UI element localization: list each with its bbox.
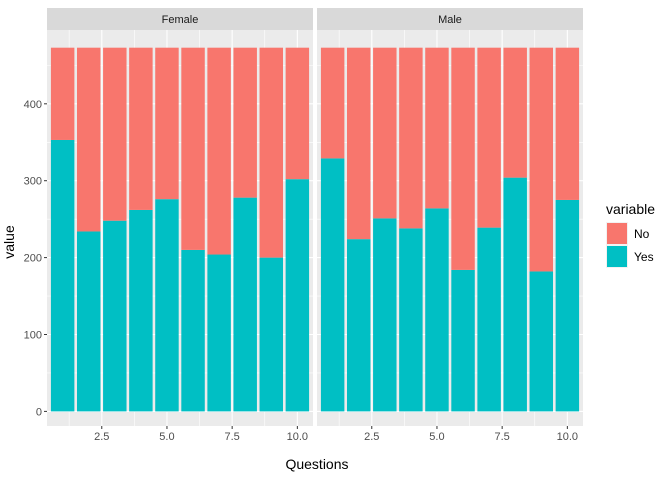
bars — [320, 47, 580, 412]
facet-strip-label: Female — [162, 14, 199, 26]
bar-yes-q3 — [103, 220, 127, 412]
legend: variable No Yes — [606, 201, 655, 268]
facet-strip — [47, 8, 313, 30]
bar-no-q3 — [373, 47, 397, 219]
bar-no-q3 — [103, 47, 127, 221]
bar-no-q6 — [451, 47, 475, 270]
bar-no-q9 — [259, 47, 284, 258]
bar-yes-q3 — [373, 218, 397, 412]
bar-yes-q9 — [259, 257, 284, 412]
x-axis: 2.5 5.0 7.5 10.0 2.5 5.0 7.5 10.0 — [94, 426, 578, 443]
bar-yes-q1 — [50, 139, 75, 412]
facet-panel-male: Male — [317, 8, 583, 426]
x-tick-label: 7.5 — [225, 431, 240, 443]
bar-yes-q10 — [285, 179, 310, 412]
y-tick-label: 400 — [24, 99, 42, 111]
bar-yes-q8 — [233, 197, 257, 412]
x-tick-label: 2.5 — [364, 431, 379, 443]
bar-no-q8 — [503, 47, 527, 178]
bar-yes-q6 — [451, 269, 475, 412]
bar-no-q2 — [346, 47, 371, 240]
y-axis: 0 100 200 300 400 — [24, 99, 47, 418]
bar-no-q4 — [399, 47, 423, 229]
bar-no-q9 — [529, 47, 554, 272]
facet-panel-female: Female — [47, 8, 313, 426]
y-axis-title: value — [1, 225, 17, 259]
bar-yes-q5 — [155, 199, 179, 412]
x-axis-title: Questions — [285, 456, 348, 472]
bar-no-q1 — [320, 47, 345, 159]
bar-no-q7 — [477, 47, 501, 228]
bar-no-q5 — [425, 47, 449, 209]
bars — [50, 47, 310, 412]
legend-title: variable — [606, 201, 655, 217]
y-tick-label: 100 — [24, 329, 42, 341]
y-tick-label: 0 — [36, 406, 42, 418]
bar-yes-q4 — [399, 228, 423, 412]
bar-yes-q5 — [425, 208, 449, 412]
bar-no-q8 — [233, 47, 257, 198]
bar-yes-q8 — [503, 177, 527, 412]
legend-key-no — [607, 223, 627, 244]
x-tick-label: 5.0 — [429, 431, 444, 443]
x-tick-label: 2.5 — [94, 431, 109, 443]
legend-label-yes: Yes — [634, 250, 654, 264]
bar-yes-q10 — [555, 199, 580, 412]
facet-strip-label: Male — [438, 14, 462, 26]
bar-yes-q1 — [320, 158, 345, 412]
x-tick-label: 10.0 — [287, 431, 308, 443]
bar-no-q1 — [50, 47, 75, 140]
facet-strip — [317, 8, 583, 30]
legend-label-no: No — [634, 227, 650, 241]
bar-no-q5 — [155, 47, 179, 200]
x-tick-label: 7.5 — [495, 431, 510, 443]
legend-key-yes — [607, 246, 627, 267]
bar-yes-q2 — [346, 239, 371, 412]
bar-no-q2 — [76, 47, 101, 232]
bar-yes-q7 — [477, 227, 501, 412]
bar-yes-q7 — [207, 254, 231, 412]
bar-no-q10 — [285, 47, 310, 180]
bar-yes-q4 — [129, 209, 153, 412]
bar-no-q4 — [129, 47, 153, 210]
bar-no-q7 — [207, 47, 231, 255]
bar-yes-q2 — [76, 231, 101, 412]
x-tick-label: 5.0 — [159, 431, 174, 443]
bar-yes-q9 — [529, 271, 554, 412]
x-tick-label: 10.0 — [557, 431, 578, 443]
y-tick-label: 200 — [24, 253, 42, 265]
facet-panels: Female Male — [47, 8, 583, 426]
bar-no-q6 — [181, 47, 205, 250]
bar-yes-q6 — [181, 249, 205, 412]
y-tick-label: 300 — [24, 176, 42, 188]
bar-no-q10 — [555, 47, 580, 200]
legend-entries: No Yes — [606, 222, 654, 268]
